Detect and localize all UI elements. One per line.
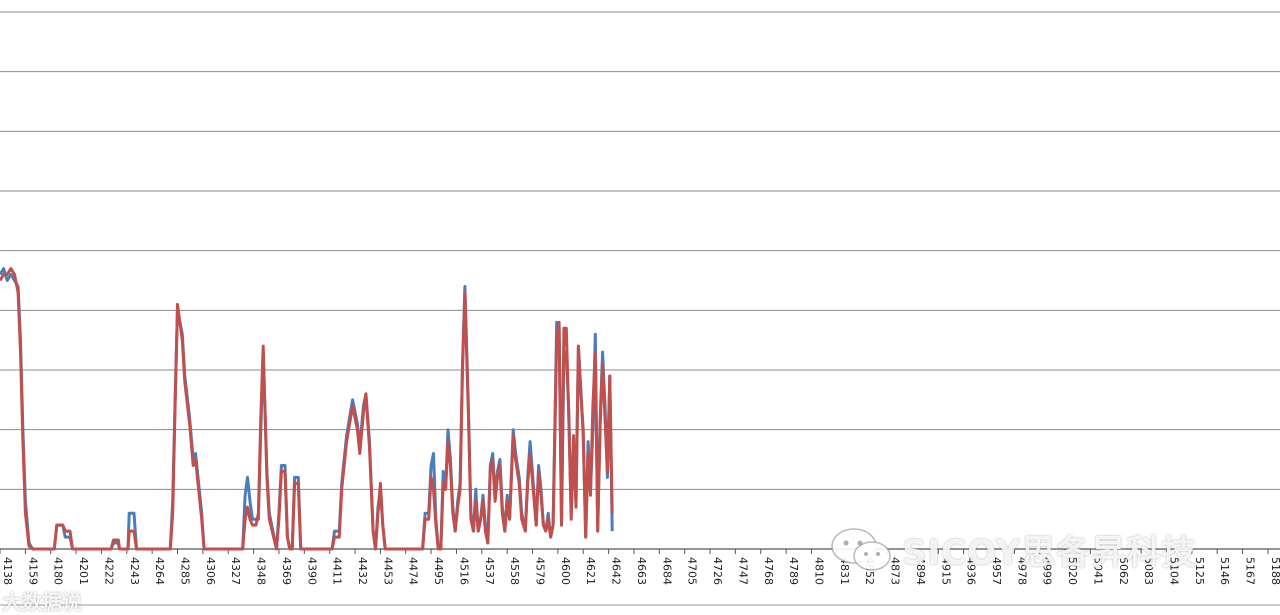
x-tick-label: 4474	[407, 557, 420, 585]
x-tick-label: 4558	[508, 557, 521, 585]
x-tick-label: 4348	[255, 557, 268, 585]
series-layer	[0, 267, 614, 551]
x-tick-label: 4516	[457, 557, 470, 585]
x-tick-label: 4180	[52, 557, 65, 585]
x-tick-label: 4327	[229, 557, 242, 585]
x-tick-label: 4747	[736, 557, 749, 585]
x-tick-label: 4369	[280, 557, 293, 585]
x-tick-label: 4201	[77, 557, 90, 585]
x-axis: 4138 4159 4180 4201 4222 4243 4264 4285 4306 4327…	[0, 549, 1280, 606]
x-tick-label: 4831	[838, 557, 851, 585]
x-tick-label: 4222	[102, 557, 115, 585]
x-tick-label: 4537	[483, 557, 496, 585]
x-tick-label: 4810	[812, 557, 825, 585]
x-tick-label: 4684	[660, 557, 673, 585]
x-tick-label: 4579	[534, 557, 547, 585]
x-tick-label: 4138	[1, 557, 14, 585]
x-tick-label: 4705	[686, 557, 699, 585]
gridlines	[0, 11, 1280, 550]
x-tick-label: 4243	[128, 557, 141, 585]
x-tick-label: 4285	[179, 557, 192, 585]
x-tick-label: 5188	[1269, 557, 1280, 585]
x-tick-label: 4621	[584, 557, 597, 585]
x-tick-label: 4915	[939, 557, 952, 585]
x-tick-label: 4411	[331, 557, 344, 585]
x-tick-label: 5041	[1091, 557, 1104, 585]
x-tick-label: 4495	[432, 557, 445, 585]
x-tick-label: 5083	[1142, 557, 1155, 585]
x-tick-label: 4978	[1015, 557, 1028, 585]
watermark-small-text: 大数据说	[2, 590, 82, 614]
x-tick-label: 4768	[762, 557, 775, 585]
x-tick-label: 4894	[914, 557, 927, 585]
x-tick-label: 4432	[356, 557, 369, 585]
x-tick-label: 4600	[559, 557, 572, 585]
x-tick-label: 4390	[305, 557, 318, 585]
x-tick-label: 4726	[711, 557, 724, 585]
x-tick-label: 4999	[1041, 557, 1054, 585]
x-tick-label: 5062	[1117, 557, 1130, 585]
x-tick-label: 4957	[990, 557, 1003, 585]
x-tick-label: 4264	[153, 557, 166, 585]
x-tick-label: 5104	[1167, 557, 1180, 585]
x-tick-label: 5167	[1244, 557, 1257, 585]
x-tick-label: 4306	[204, 557, 217, 585]
x-tick-label: 5146	[1218, 557, 1231, 585]
series-line-red	[0, 267, 614, 551]
x-tick-label: 4873	[889, 557, 902, 585]
wechat-logo-icon	[831, 528, 891, 571]
watermark-text: SICOY思各昇科技	[902, 533, 1197, 573]
x-tick-label: 5125	[1193, 557, 1206, 585]
x-tick-label: 4789	[787, 557, 800, 585]
x-tick-label: 4936	[965, 557, 978, 585]
x-tick-label: 4663	[635, 557, 648, 585]
x-tick-label: 4159	[26, 557, 39, 585]
x-tick-label: 4453	[381, 557, 394, 585]
x-tick-label: 4642	[610, 557, 623, 585]
x-tick-label: 5020	[1066, 557, 1079, 585]
